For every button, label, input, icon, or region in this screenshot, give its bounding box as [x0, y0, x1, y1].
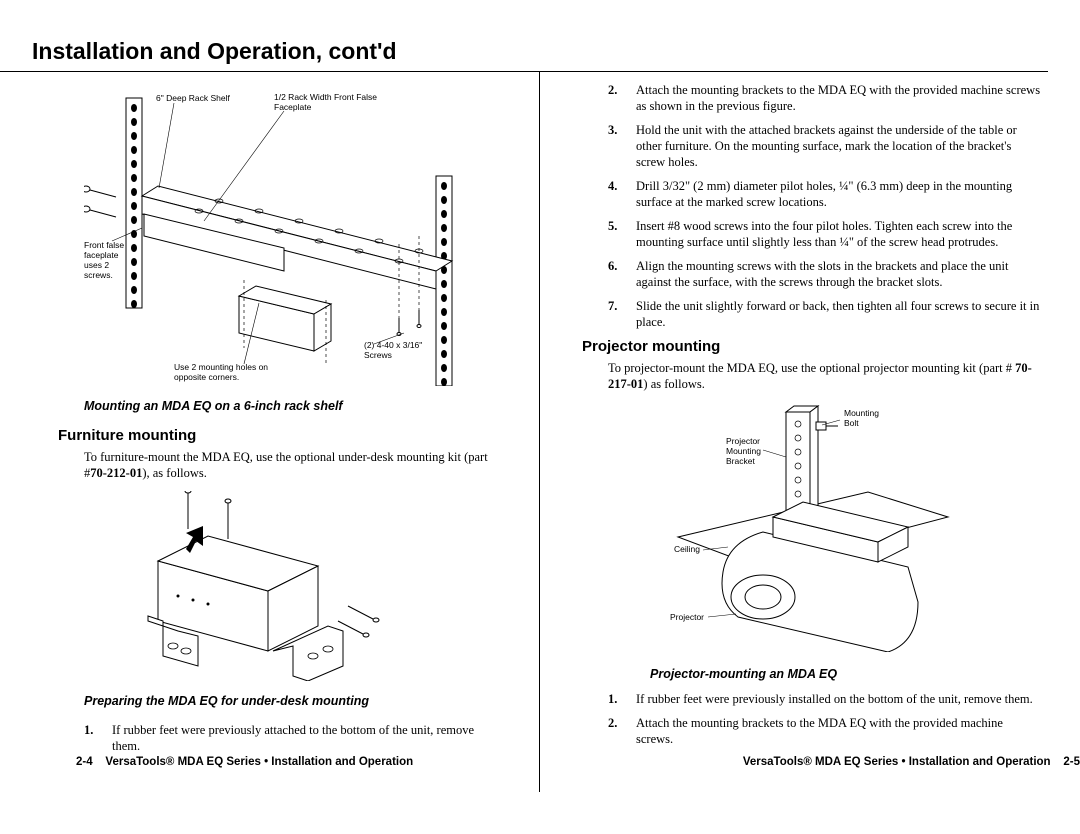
right-step-4-text: Drill 3/32" (2 mm) diameter pilot holes,…	[636, 179, 1012, 209]
left-footer: 2-4 VersaTools® MDA EQ Series • Installa…	[38, 756, 577, 768]
right-step-3-num: 3.	[608, 122, 617, 138]
left-step-1: 1. If rubber feet were previously attache…	[84, 722, 501, 754]
right-footer-page: 2-5	[1063, 756, 1080, 768]
two-page-spread: 6" Deep Rack Shelf 1/2 Rack Width Front …	[0, 72, 1080, 792]
right-step-4: 4. Drill 3/32" (2 mm) diameter pilot hole…	[608, 178, 1042, 210]
fig1-label-front-l1: Front false	[84, 240, 124, 250]
right-page: 2. Attach the mounting brackets to the MD…	[540, 72, 1080, 792]
fig1-label-screws-l1: (2) 4-40 x 3/16"	[364, 340, 422, 350]
fig3-label-bracket-l3: Bracket	[726, 456, 755, 466]
right-footer: VersaTools® MDA EQ Series • Installation…	[578, 756, 1080, 768]
fig1-label-screws-l2: Screws	[364, 350, 392, 360]
fig1-label-front-l3: uses 2	[84, 260, 109, 270]
fig1-label-deep-shelf: 6" Deep Rack Shelf	[156, 93, 231, 103]
projector-intro-b: ) as follows.	[643, 377, 704, 391]
right-step-2-num: 2.	[608, 82, 617, 98]
right-bstep-2-num: 2.	[608, 715, 617, 731]
right-step-5: 5. Insert #8 wood screws into the four pi…	[608, 218, 1042, 250]
right-step-6: 6. Align the mounting screws with the slo…	[608, 258, 1042, 290]
right-bstep-2: 2. Attach the mounting brackets to the MD…	[608, 715, 1042, 747]
projector-intro: To projector-mount the MDA EQ, use the o…	[608, 361, 1042, 392]
right-step-3: 3. Hold the unit with the attached bracke…	[608, 122, 1042, 170]
right-steps-top: 2. Attach the mounting brackets to the MD…	[608, 82, 1042, 330]
fig1-label-faceplate-l2: Faceplate	[274, 102, 312, 112]
furniture-intro: To furniture-mount the MDA EQ, use the o…	[84, 450, 501, 481]
furniture-intro-part: 70-212-01	[90, 466, 142, 480]
figure-under-desk	[118, 491, 501, 686]
right-step-7-num: 7.	[608, 298, 617, 314]
heading-projector-mounting: Projector mounting	[582, 338, 1042, 355]
fig3-label-bracket-l2: Mounting	[726, 446, 761, 456]
figure-rack-shelf: 6" Deep Rack Shelf 1/2 Rack Width Front …	[84, 86, 501, 391]
right-steps-bottom: 1. If rubber feet were previously install…	[608, 691, 1042, 747]
page-header: Installation and Operation, cont'd	[0, 0, 1048, 72]
right-bstep-1-num: 1.	[608, 691, 617, 707]
fig3-label-bolt-l2: Bolt	[844, 418, 859, 428]
figure-projector: Projector Mounting Bracket Mounting Bolt…	[608, 402, 1042, 657]
heading-furniture-mounting: Furniture mounting	[58, 427, 501, 444]
left-footer-title: VersaTools® MDA EQ Series • Installation…	[105, 756, 413, 768]
right-step-5-text: Insert #8 wood screws into the four pilo…	[636, 219, 1012, 249]
fig1-label-holes-l1: Use 2 mounting holes on	[174, 362, 268, 372]
fig2-caption: Preparing the MDA EQ for under-desk moun…	[84, 694, 501, 708]
right-step-6-num: 6.	[608, 258, 617, 274]
fig1-label-front-l4: screws.	[84, 270, 113, 280]
right-step-6-text: Align the mounting screws with the slots…	[636, 259, 1009, 289]
right-step-2-text: Attach the mounting brackets to the MDA …	[636, 83, 1040, 113]
right-step-4-num: 4.	[608, 178, 617, 194]
fig3-label-bracket-l1: Projector	[726, 436, 760, 446]
right-step-5-num: 5.	[608, 218, 617, 234]
fig1-label-holes-l2: opposite corners.	[174, 372, 239, 382]
right-step-3-text: Hold the unit with the attached brackets…	[636, 123, 1017, 169]
fig3-caption: Projector-mounting an MDA EQ	[650, 667, 1042, 681]
right-step-7: 7. Slide the unit slightly forward or bac…	[608, 298, 1042, 330]
furniture-intro-b: ), as follows.	[142, 466, 207, 480]
fig1-label-front-l2: faceplate	[84, 250, 119, 260]
right-step-7-text: Slide the unit slightly forward or back,…	[636, 299, 1039, 329]
left-step-1-text: If rubber feet were previously attached …	[112, 723, 474, 753]
fig3-label-projector: Projector	[670, 612, 704, 622]
left-footer-page: 2-4	[76, 756, 93, 768]
fig3-label-ceiling: Ceiling	[674, 544, 700, 554]
right-bstep-1: 1. If rubber feet were previously install…	[608, 691, 1042, 707]
projector-intro-a: To projector-mount the MDA EQ, use the o…	[608, 361, 1015, 375]
left-step-1-num: 1.	[84, 722, 93, 738]
fig1-label-faceplate-l1: 1/2 Rack Width Front False	[274, 92, 377, 102]
right-bstep-2-text: Attach the mounting brackets to the MDA …	[636, 716, 1003, 746]
right-step-2: 2. Attach the mounting brackets to the MD…	[608, 82, 1042, 114]
right-footer-title: VersaTools® MDA EQ Series • Installation…	[743, 756, 1051, 768]
fig1-caption: Mounting an MDA EQ on a 6-inch rack shel…	[84, 399, 501, 413]
left-page: 6" Deep Rack Shelf 1/2 Rack Width Front …	[0, 72, 540, 792]
left-steps: 1. If rubber feet were previously attache…	[84, 722, 501, 754]
right-bstep-1-text: If rubber feet were previously installed…	[636, 692, 1033, 706]
fig3-label-bolt-l1: Mounting	[844, 408, 879, 418]
